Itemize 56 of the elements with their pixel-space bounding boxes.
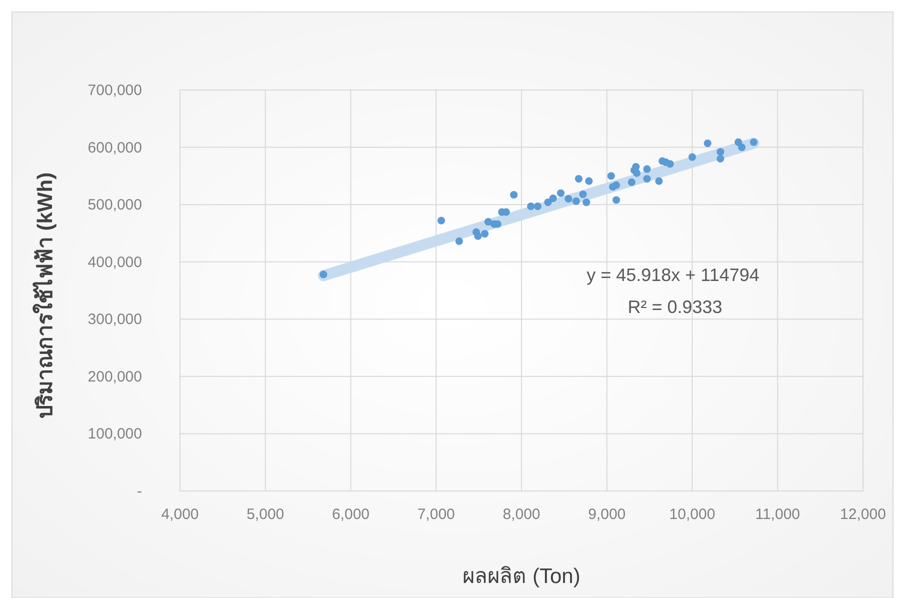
point	[632, 162, 640, 171]
x-tick-label: 6,000	[332, 506, 370, 523]
y-axis-title: ปริมาณการใช้ไฟฟ้า (kWh)	[32, 172, 57, 419]
point	[607, 172, 615, 180]
y-tick-label: 700,000	[88, 82, 142, 99]
x-tick-label: 7,000	[417, 506, 455, 523]
point	[474, 232, 482, 240]
point	[666, 160, 674, 168]
y-tick-label: 100,000	[88, 426, 142, 443]
point	[549, 194, 557, 202]
y-tick-label: 400,000	[88, 254, 142, 271]
point	[628, 178, 636, 186]
x-tick-label: 8,000	[502, 506, 540, 523]
point	[484, 218, 492, 226]
point	[320, 270, 328, 278]
point	[734, 138, 742, 146]
point	[612, 181, 620, 189]
point	[750, 138, 758, 146]
point	[643, 174, 651, 183]
point	[716, 148, 724, 156]
point	[582, 198, 590, 206]
point	[585, 177, 593, 185]
x-tick-label: 4,000	[161, 506, 199, 523]
point	[574, 174, 582, 183]
point	[455, 237, 463, 246]
point	[579, 190, 587, 198]
point	[510, 191, 518, 199]
y-tick-label: 300,000	[88, 311, 142, 328]
y-tick-label: 600,000	[88, 139, 142, 156]
point	[480, 230, 489, 238]
y-tick-label: 200,000	[88, 368, 142, 386]
y-tick-label: 500,000	[88, 196, 142, 214]
point	[572, 197, 580, 205]
point	[643, 165, 651, 173]
point	[655, 177, 663, 185]
point	[527, 202, 535, 210]
y-tick-label: -	[137, 483, 142, 500]
x-tick-label: 9,000	[588, 506, 626, 523]
annotation: y = 45.918x + 114794	[586, 265, 760, 285]
point	[704, 139, 712, 148]
point	[437, 216, 446, 224]
point	[534, 202, 542, 210]
point	[716, 154, 724, 163]
point	[612, 196, 620, 204]
x-tick-label: 10,000	[669, 506, 716, 523]
point	[688, 153, 696, 161]
point	[738, 143, 746, 152]
x-tick-label: 11,000	[755, 506, 800, 523]
x-axis-title: ผลผลิต (Ton)	[462, 565, 580, 588]
point	[632, 169, 641, 177]
point	[556, 189, 565, 197]
point	[544, 198, 552, 206]
annotation: R² = 0.9333	[628, 297, 722, 317]
x-tick-label: 5,000	[246, 506, 284, 523]
point	[564, 195, 572, 203]
x-tick-label: 12,000	[840, 506, 886, 523]
